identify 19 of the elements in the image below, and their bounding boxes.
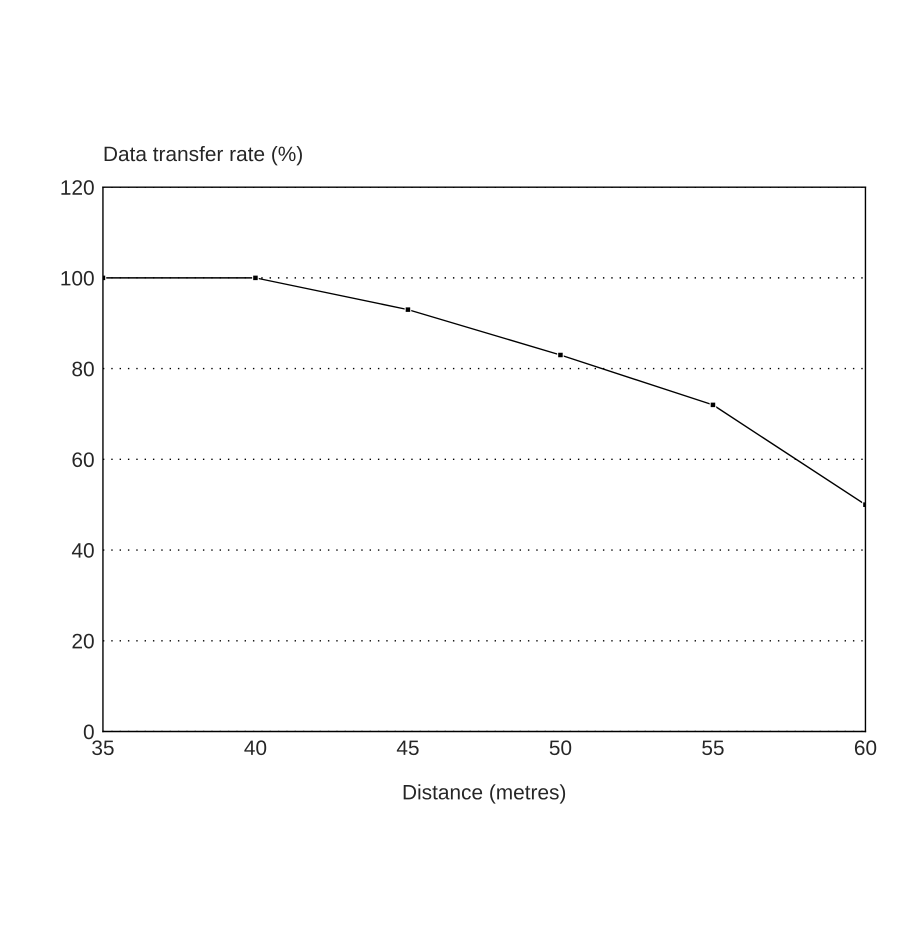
x-axis-title: Distance (metres)	[404, 784, 566, 804]
point	[710, 402, 716, 408]
x-tick-label: 60	[854, 740, 876, 756]
y-tick-label: 80	[72, 362, 94, 376]
x-tick-label: 40	[244, 740, 266, 756]
point	[404, 306, 412, 313]
point	[252, 274, 259, 282]
x-tick-label: 35	[92, 740, 114, 756]
y-tick-label: 100	[61, 270, 94, 286]
x-tick-label: 45	[396, 740, 419, 756]
y-tick-label: 40	[72, 543, 94, 558]
y-tick-label: 120	[61, 180, 94, 195]
x-tick-label: 50	[550, 740, 572, 756]
y-axis-title: Data transfer rate (%)	[104, 146, 302, 166]
point	[557, 352, 564, 358]
y-tick-label: 20	[72, 634, 94, 649]
y-tick-label: 60	[72, 452, 94, 468]
x-tick-label: 55	[702, 740, 724, 756]
y-tick-label: 0	[84, 724, 94, 740]
